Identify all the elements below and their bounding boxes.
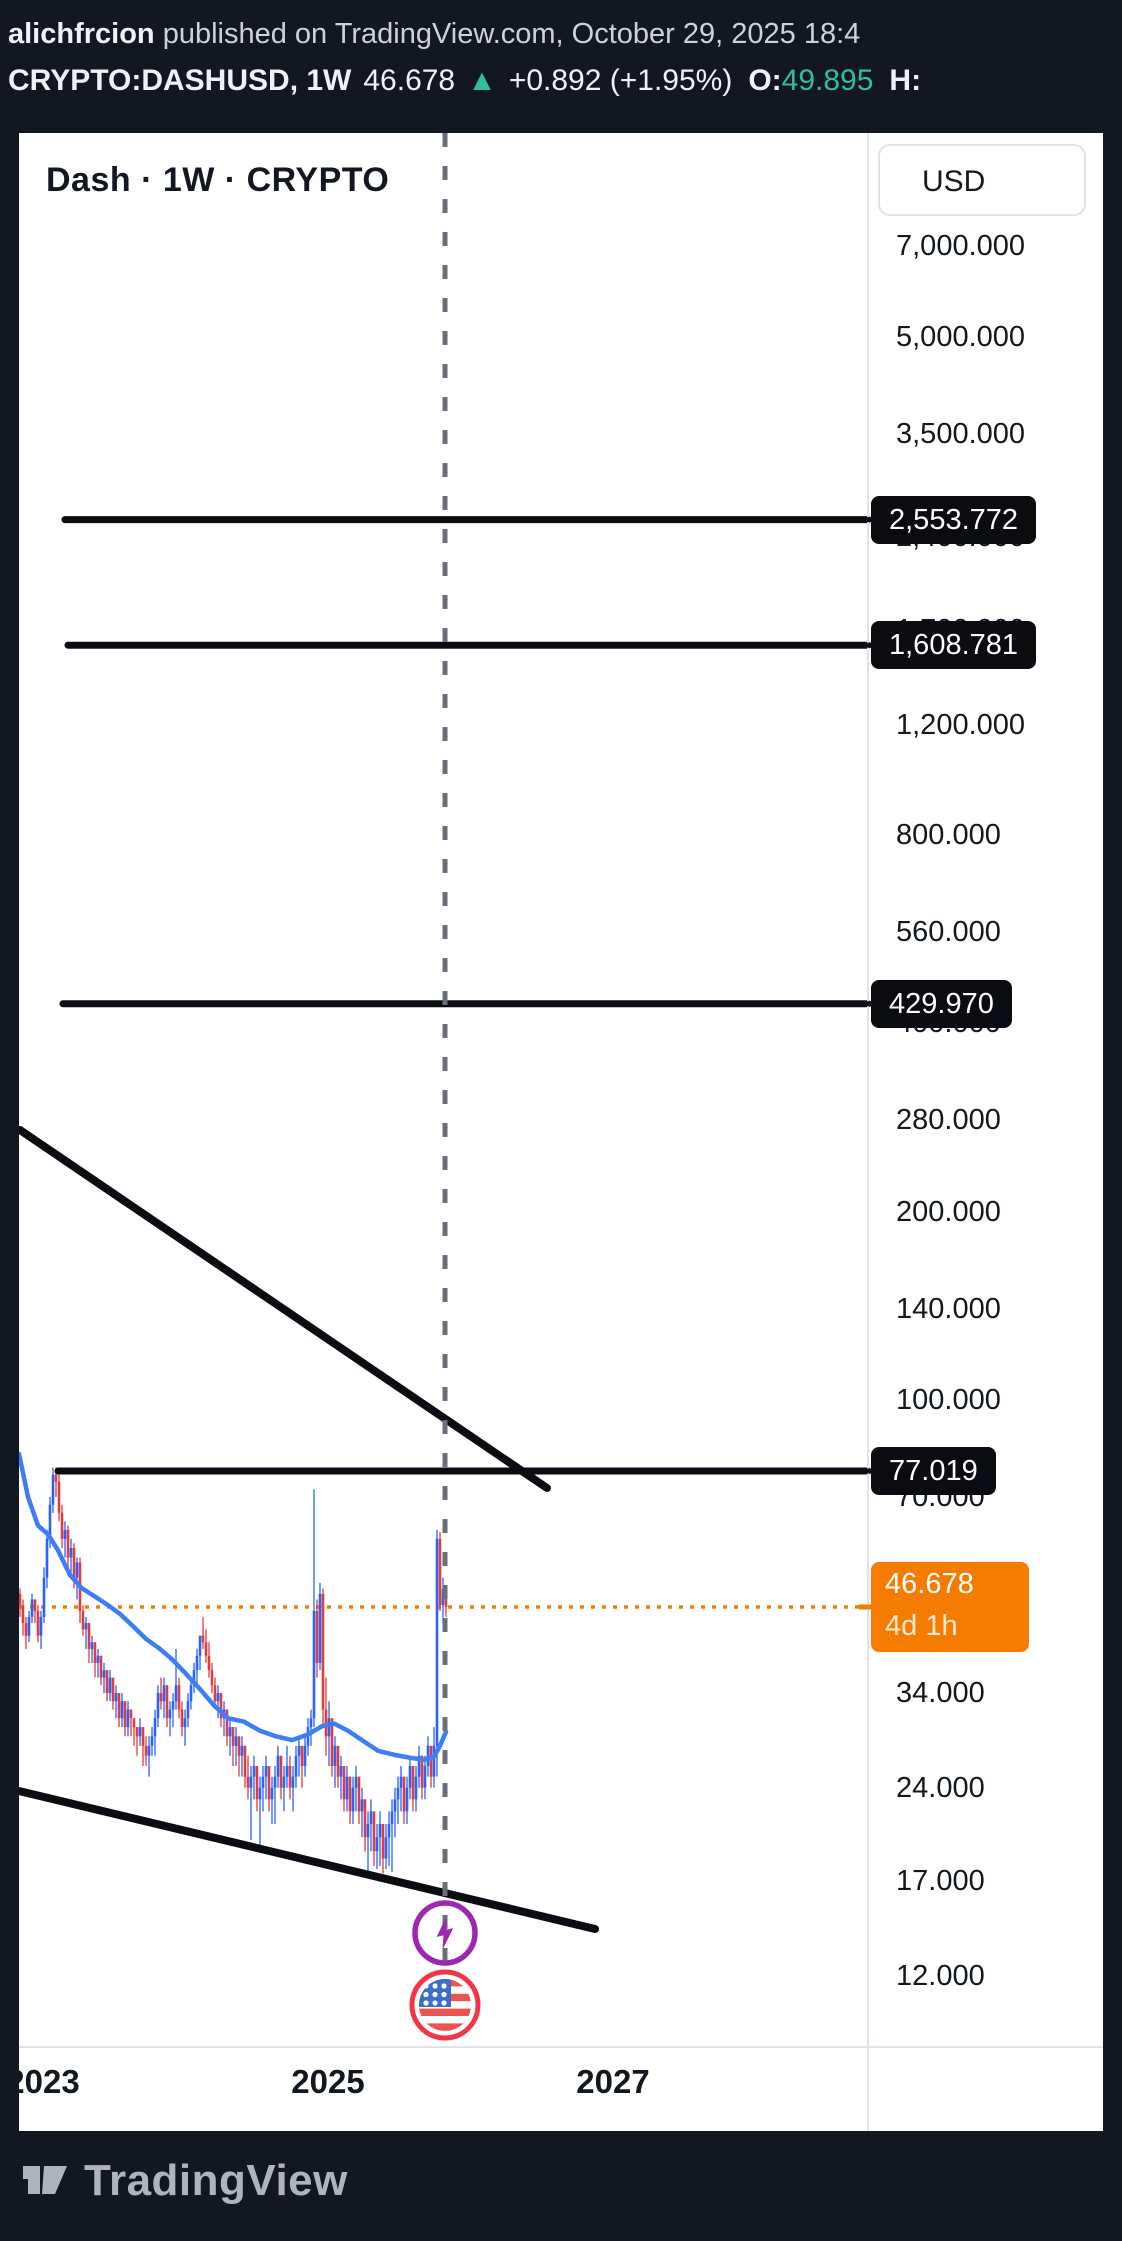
symbol-name: CRYPTO:DASHUSD, 1W (8, 64, 352, 97)
moving-average-line (19, 1451, 449, 1763)
header: alichfrcion published on TradingView.com… (0, 0, 1122, 133)
open-value: 49.895 (781, 64, 874, 97)
price-tick-label: 3,500.000 (896, 418, 1026, 450)
current-price: 46.678 (885, 1568, 974, 1600)
level-price-label: 2,553.772 (871, 495, 1037, 544)
chart-title: Dash · 1W · CRYPTO (46, 161, 390, 199)
current-price-label: 46.678 4d 1h (871, 1562, 1029, 1652)
level-price-label: 429.970 (871, 979, 1012, 1028)
axis-tick-mark (859, 1468, 871, 1474)
axis-tick-mark (859, 642, 871, 648)
price-chart-canvas (19, 133, 1103, 2131)
symbol-line: CRYPTO:DASHUSD, 1W 46.678 ▲ +0.892 (+1.95%)… (8, 64, 921, 98)
price-tick-label: 200.000 (896, 1195, 1001, 1228)
axis-tick-mark (859, 1001, 871, 1007)
lightning-marker[interactable] (412, 1900, 478, 1966)
open-label: O: (748, 64, 782, 97)
lightning-bolt (436, 1916, 454, 1950)
publisher-username: alichfrcion (8, 18, 155, 50)
price-tick-label: 1,200.000 (896, 708, 1026, 741)
publish-line: alichfrcion published on TradingView.com… (8, 18, 860, 51)
price-tick-label: 140.000 (896, 1292, 1001, 1325)
price-tick-label: 280.000 (896, 1104, 1001, 1137)
price-tick-label: 24.000 (896, 1771, 985, 1804)
axis-tick-mark (859, 517, 871, 523)
us-flag-marker[interactable] (409, 1969, 481, 2041)
price-tick-label: 800.000 (896, 819, 1001, 852)
bar-countdown: 4d 1h (885, 1610, 958, 1642)
last-price: 46.678 (363, 64, 456, 97)
price-tick-label: 17.000 (896, 1865, 985, 1898)
price-change: +0.892 (+1.95%) (508, 64, 733, 97)
tradingview-logo-icon (23, 2166, 67, 2194)
price-tick-label: 12.000 (896, 1960, 985, 1993)
level-price-label: 1,608.781 (871, 621, 1037, 670)
upper-trendline (19, 1126, 551, 1492)
price-tick-label: 7,000.000 (896, 229, 1026, 262)
lower-trendline (19, 1787, 599, 1933)
chart-panel: Dash · 1W · CRYPTO USD 7,000.000 5,000.00… (19, 133, 1103, 2131)
time-axis[interactable]: 2023 2025 2027 (19, 2049, 1103, 2129)
price-tick-label: 5,000.000 (896, 321, 1026, 354)
tradingview-brand: TradingView (20, 2156, 348, 2206)
year-label: 2025 (291, 2063, 365, 2100)
up-arrow-icon: ▲ (467, 64, 497, 97)
publish-info: published on TradingView.com, October 29… (154, 18, 861, 50)
lightning-icon (412, 1900, 478, 1966)
currency-button[interactable]: USD (878, 144, 1086, 216)
level-price-label: 77.019 (871, 1446, 996, 1495)
price-tick-label: 560.000 (896, 915, 1001, 948)
price-tick-label: 34.000 (896, 1677, 985, 1710)
candles-layer (19, 1467, 448, 1874)
high-label: H: (889, 64, 922, 97)
us-flag-icon (419, 1979, 471, 2031)
year-label: 2027 (576, 2063, 650, 2100)
axis-tick-mark (859, 1604, 871, 1610)
brand-name: TradingView (84, 2156, 348, 2205)
year-label: 2023 (19, 2063, 80, 2100)
price-tick-label: 100.000 (896, 1384, 1001, 1416)
